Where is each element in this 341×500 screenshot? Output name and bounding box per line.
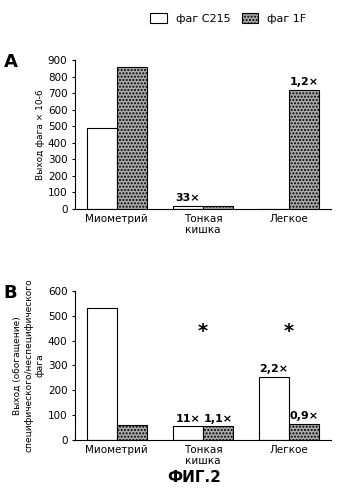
Bar: [259, 376, 289, 440]
Bar: [117, 66, 147, 209]
Text: 2,2×: 2,2×: [260, 364, 288, 374]
Text: B: B: [3, 284, 17, 302]
Text: 0,9×: 0,9×: [290, 411, 318, 421]
Y-axis label: Выход фага × 10-6: Выход фага × 10-6: [36, 89, 45, 180]
Text: 1,1×: 1,1×: [203, 414, 233, 424]
Bar: [289, 424, 319, 440]
Bar: [173, 426, 203, 440]
Text: A: A: [3, 52, 17, 70]
Text: 1,2×: 1,2×: [290, 77, 318, 87]
Bar: [87, 128, 117, 209]
Bar: [87, 308, 117, 440]
Text: ФИГ.2: ФИГ.2: [167, 470, 221, 485]
Text: 33×: 33×: [176, 193, 200, 203]
Bar: [117, 425, 147, 440]
Bar: [203, 426, 233, 440]
Text: *: *: [198, 322, 208, 340]
Text: 11×: 11×: [175, 414, 200, 424]
Y-axis label: Выход (обогащение)
специфического/неспецифического
фага: Выход (обогащение) специфического/неспец…: [12, 278, 45, 452]
Text: *: *: [284, 322, 294, 340]
Bar: [173, 206, 203, 209]
Bar: [289, 90, 319, 209]
Bar: [203, 206, 233, 209]
Legend: фаг C215, фаг 1F: фаг C215, фаг 1F: [146, 9, 311, 29]
